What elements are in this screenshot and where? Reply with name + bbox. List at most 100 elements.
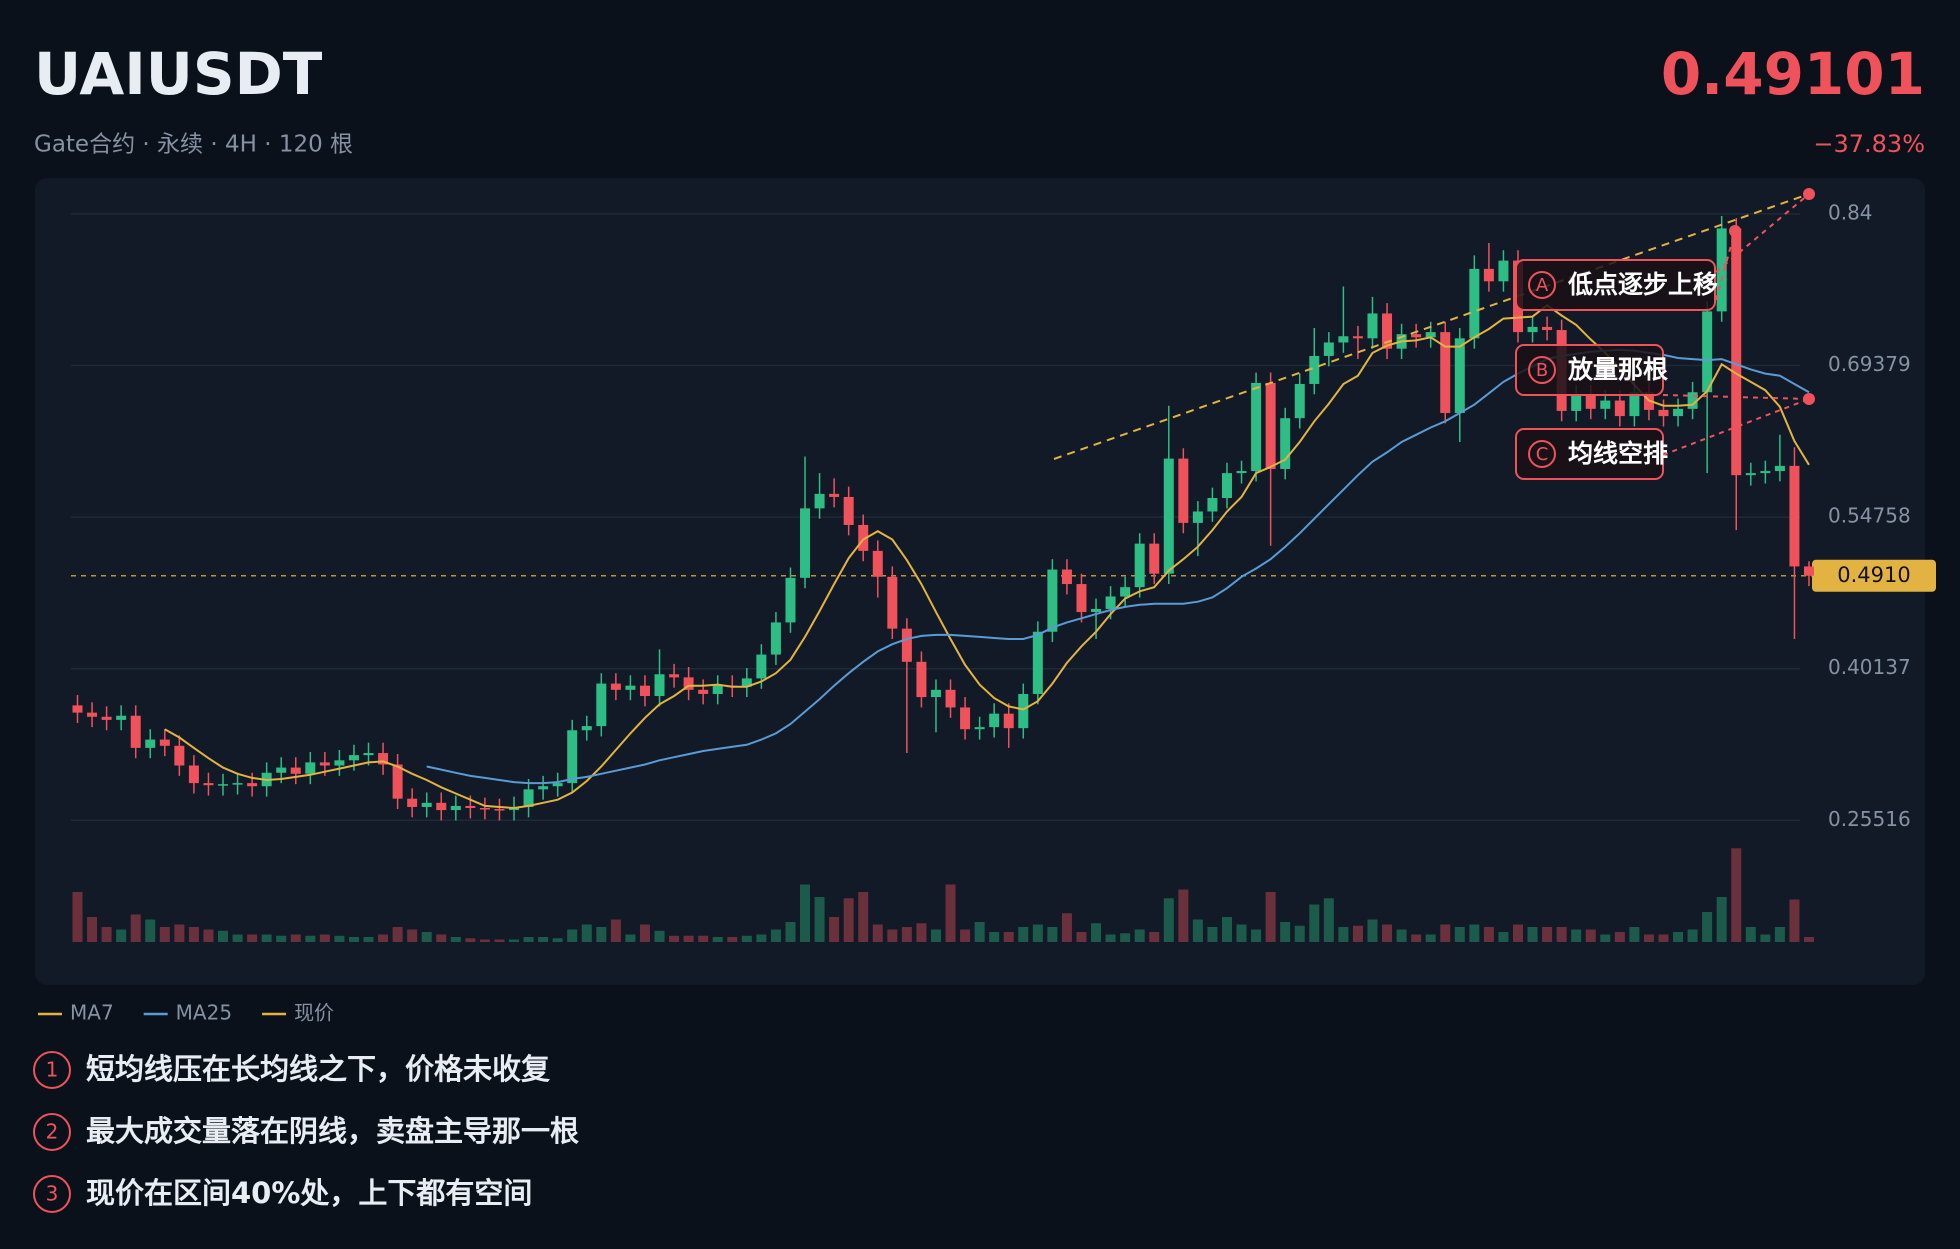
volume-bar — [800, 884, 811, 942]
volume-bar — [1454, 927, 1465, 942]
volume-bar — [1789, 899, 1800, 942]
annotation-text: 均线空排 — [1568, 439, 1668, 468]
candle-body — [901, 628, 912, 662]
trend-line — [1053, 193, 1810, 460]
candle-body — [247, 783, 258, 787]
volume-bar — [1265, 892, 1276, 942]
volume-bar — [1091, 923, 1102, 942]
volume-bar — [1556, 927, 1567, 942]
volume-bar — [1658, 934, 1669, 942]
volume-bar — [319, 934, 330, 942]
candle-body — [494, 809, 505, 811]
annotation-marker — [1528, 440, 1556, 468]
marker-dot — [1803, 188, 1815, 200]
candle-body — [785, 577, 796, 623]
volume-bar — [610, 919, 621, 942]
candle-body — [1018, 693, 1029, 729]
candle-body — [159, 739, 170, 746]
note-text: 现价在区间40%处，上下都有空间 — [86, 1176, 532, 1210]
volume-bar — [203, 929, 214, 942]
volume-bar — [523, 937, 534, 942]
symbol: UAIUSDT — [34, 40, 323, 108]
candle-body — [960, 707, 971, 730]
candle-body — [1440, 332, 1451, 413]
candle-body — [1542, 326, 1553, 331]
volume-bar — [1236, 924, 1247, 942]
volume-bar — [1643, 934, 1654, 942]
volume-bar — [1512, 924, 1523, 942]
volume-bar — [509, 939, 520, 942]
volume-bar — [974, 922, 985, 942]
annotation-marker-label: A — [1536, 275, 1549, 296]
candle-body — [1091, 608, 1102, 613]
candle-body — [945, 689, 956, 708]
volume-bar — [698, 935, 709, 942]
volume-bar — [683, 935, 694, 942]
volume-bar — [1294, 925, 1305, 942]
volume-bar — [567, 929, 578, 942]
note-marker-label: 3 — [46, 1182, 59, 1206]
candle-body — [989, 713, 1000, 728]
volume-bar — [130, 914, 141, 942]
volume-bar — [116, 929, 127, 942]
candle-body — [1134, 543, 1145, 588]
candle-body — [1658, 409, 1669, 417]
volume-bar — [1629, 927, 1640, 942]
volume-bar — [727, 937, 738, 942]
candle-body — [1003, 713, 1014, 729]
volume-bar — [1469, 924, 1480, 942]
candle-body — [756, 654, 767, 679]
volume-bar — [1585, 929, 1596, 942]
candle-body — [145, 739, 156, 748]
volume-bar — [930, 929, 941, 942]
note-marker — [33, 1175, 71, 1213]
volume-bar — [87, 917, 98, 942]
volume-bar — [1221, 917, 1232, 942]
candle-body — [1120, 587, 1131, 597]
annotations: A 低点逐步上移 B 放量那根 C 均线空排 — [1515, 259, 1718, 480]
candle-body — [1571, 395, 1582, 411]
candle-body — [1731, 228, 1742, 476]
candle-body — [1629, 392, 1640, 417]
candle-body — [218, 784, 229, 786]
candle-body — [1323, 342, 1334, 356]
y-tick-label: 0.54758 — [1828, 504, 1911, 528]
candle-body — [858, 524, 869, 551]
candle-body — [654, 674, 665, 697]
volume-bar — [1047, 927, 1058, 942]
note-text: 最大成交量落在阴线，卖盘主导那一根 — [86, 1114, 579, 1148]
volume-bar — [174, 924, 185, 942]
candle-body — [436, 802, 447, 811]
candle-body — [698, 689, 709, 694]
candle-body — [1352, 336, 1363, 339]
candle-body — [887, 576, 898, 629]
annotation-lines — [1053, 188, 1815, 460]
volume-bar — [276, 935, 287, 942]
price-tag — [1812, 559, 1936, 592]
volume-bar — [1192, 919, 1203, 942]
volume-bar — [901, 927, 912, 942]
legend-label: MA25 — [176, 1001, 232, 1025]
volume-bar — [247, 934, 258, 942]
candle-body — [1483, 268, 1494, 282]
volume-bar — [1687, 929, 1698, 942]
volume-bar — [1498, 932, 1509, 942]
change: −37.83% — [1813, 130, 1925, 158]
volume-bar — [1745, 927, 1756, 942]
volume-bar — [1411, 934, 1422, 942]
volume-bar — [348, 937, 359, 942]
volume-bar — [1323, 898, 1334, 942]
candle-body — [1527, 326, 1538, 333]
volume-bar — [858, 892, 869, 942]
candle-body — [450, 805, 461, 811]
volume-bar — [1716, 897, 1727, 942]
volume-bar — [1178, 889, 1189, 942]
volume-bar — [218, 930, 229, 942]
candle-body — [1236, 471, 1247, 474]
volume-bar — [1527, 927, 1538, 942]
volume-bar — [1702, 912, 1713, 942]
volume-bar — [1600, 934, 1611, 942]
volume-bar — [1207, 927, 1218, 942]
volume-bar — [1018, 927, 1029, 942]
